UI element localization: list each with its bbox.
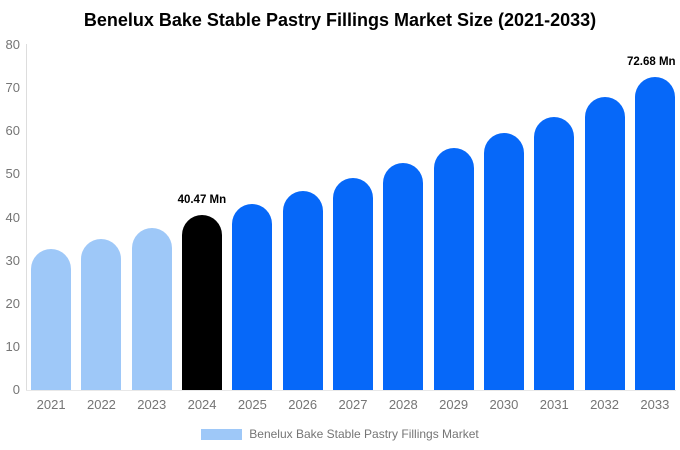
legend-item[interactable]: Benelux Bake Stable Pastry Fillings Mark… (0, 427, 680, 441)
bar-2022[interactable] (81, 239, 122, 390)
y-axis-label-0: 0 (12, 382, 20, 397)
x-axis-label-2024: 2024 (187, 397, 217, 412)
bar-2031[interactable] (534, 117, 575, 390)
bar-2028[interactable] (383, 163, 424, 390)
x-axis-label-2031: 2031 (539, 397, 569, 412)
x-axis-label-2025: 2025 (237, 397, 267, 412)
bar-2026[interactable] (282, 191, 323, 390)
bar-2024[interactable] (182, 215, 223, 390)
bar-2027[interactable] (333, 178, 373, 390)
bar-2025[interactable] (232, 203, 273, 390)
y-axis-label-70: 70 (5, 80, 20, 96)
y-axis-label-80: 80 (5, 37, 20, 52)
y-axis-label-60: 60 (5, 123, 20, 139)
bar-value-label-2033: 72.68 Mn (627, 55, 676, 68)
bar-value-label-2024: 40.47 Mn (177, 194, 227, 207)
x-axis-label-2028: 2028 (388, 397, 418, 412)
x-axis-label-2029: 2029 (439, 397, 469, 412)
x-axis-label-2033: 2033 (640, 397, 670, 412)
legend-swatch (201, 428, 243, 440)
x-axis-label-2030: 2030 (489, 397, 519, 412)
bar-2023[interactable] (131, 228, 172, 390)
x-axis-line (26, 390, 676, 391)
x-axis-label-2022: 2022 (86, 397, 116, 412)
bar-2029[interactable] (433, 148, 474, 390)
bar-2021[interactable] (31, 249, 72, 390)
bar-2030[interactable] (483, 132, 524, 390)
x-axis-label-2023: 2023 (137, 397, 167, 412)
x-axis-label-2027: 2027 (338, 397, 368, 412)
y-axis-label-50: 50 (5, 166, 20, 182)
x-axis-label-2026: 2026 (288, 397, 318, 412)
y-axis-label-10: 10 (5, 338, 20, 354)
y-axis-line (26, 44, 27, 390)
y-axis-label-40: 40 (5, 209, 20, 225)
x-axis-label-2032: 2032 (590, 397, 619, 412)
bar-2033[interactable] (634, 76, 675, 390)
y-axis-label-30: 30 (5, 252, 20, 268)
bar-2032[interactable] (584, 97, 625, 390)
x-axis-label-2021: 2021 (36, 397, 66, 412)
chart-title: Benelux Bake Stable Pastry Fillings Mark… (83, 10, 597, 30)
y-axis-label-20: 20 (5, 295, 20, 311)
legend-label: Benelux Bake Stable Pastry Fillings Mark… (249, 427, 479, 441)
